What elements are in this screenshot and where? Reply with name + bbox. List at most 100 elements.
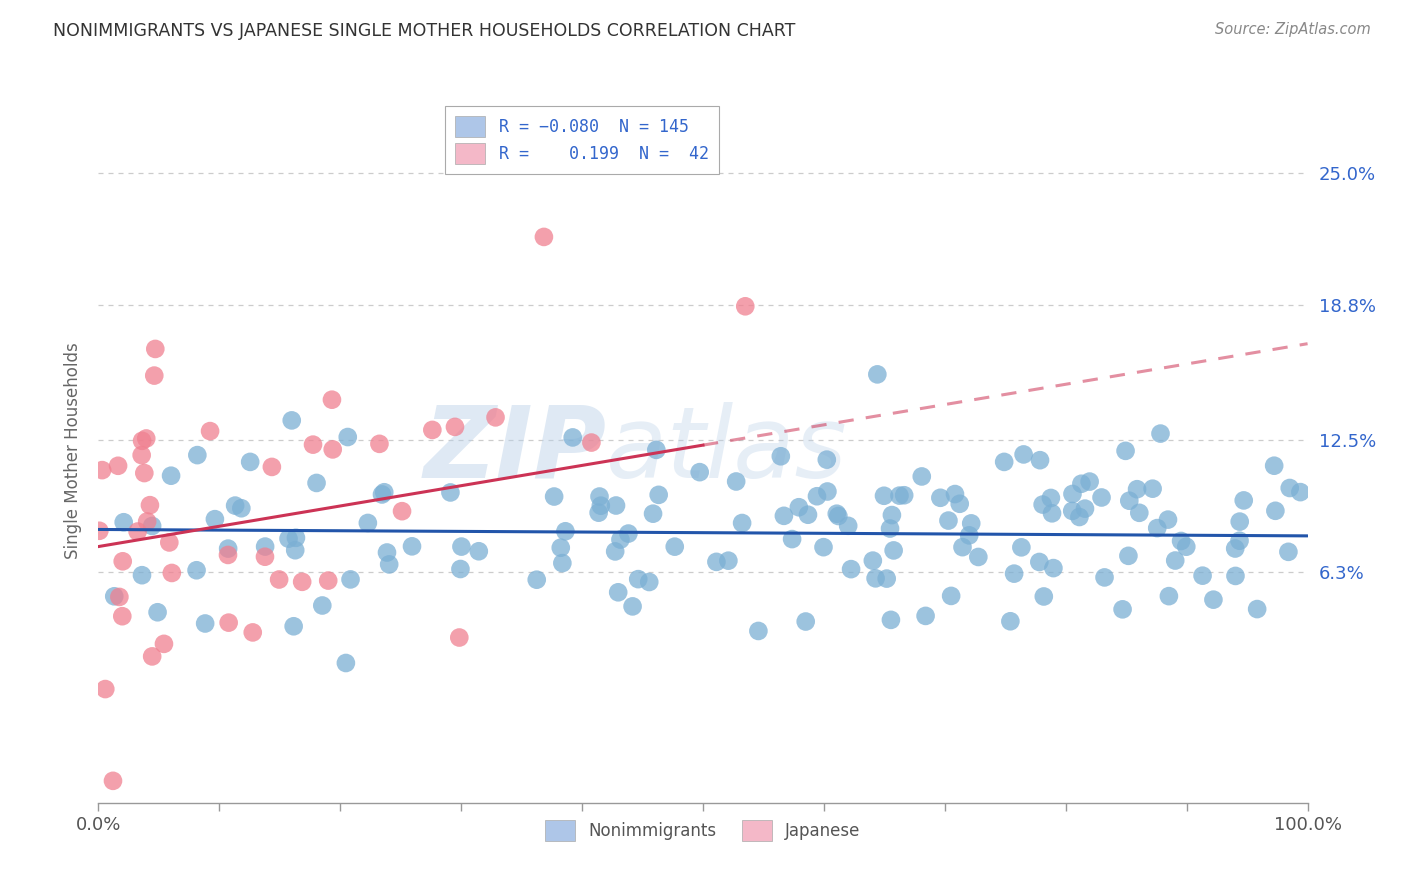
Point — [880, 613, 903, 627]
Point — [773, 508, 796, 523]
Point — [1191, 568, 1213, 582]
Point — [260, 459, 283, 474]
Point — [1264, 504, 1286, 518]
Point — [198, 424, 221, 438]
Point — [837, 518, 859, 533]
Point — [107, 458, 129, 473]
Point — [1263, 458, 1285, 473]
Point — [689, 465, 711, 479]
Point — [143, 368, 166, 383]
Point — [468, 544, 491, 558]
Point — [1115, 443, 1137, 458]
Point — [302, 437, 325, 451]
Point — [1118, 549, 1140, 563]
Point — [283, 619, 305, 633]
Point — [806, 489, 828, 503]
Point — [391, 504, 413, 518]
Point — [617, 526, 640, 541]
Point — [938, 514, 960, 528]
Point — [322, 442, 344, 457]
Point — [949, 497, 972, 511]
Point — [375, 545, 398, 559]
Point — [157, 535, 180, 549]
Point — [588, 490, 610, 504]
Point — [1094, 570, 1116, 584]
Point — [880, 508, 903, 522]
Point — [1246, 602, 1268, 616]
Point — [993, 455, 1015, 469]
Y-axis label: Single Mother Households: Single Mother Households — [63, 343, 82, 558]
Point — [725, 475, 748, 489]
Point — [876, 572, 898, 586]
Point — [1164, 553, 1187, 567]
Point — [780, 532, 803, 546]
Point — [1225, 541, 1247, 556]
Point — [1078, 475, 1101, 489]
Point — [269, 573, 291, 587]
Point — [186, 563, 208, 577]
Point — [204, 512, 226, 526]
Point — [111, 554, 134, 568]
Point — [607, 585, 630, 599]
Point — [1278, 481, 1301, 495]
Point — [1032, 590, 1054, 604]
Point — [554, 524, 576, 539]
Point — [1225, 569, 1247, 583]
Point — [1175, 540, 1198, 554]
Point — [1040, 506, 1063, 520]
Point — [242, 625, 264, 640]
Point — [339, 573, 361, 587]
Point — [543, 490, 565, 504]
Point — [371, 487, 394, 501]
Point — [911, 469, 934, 483]
Point — [621, 599, 644, 614]
Point — [1029, 453, 1052, 467]
Point — [239, 455, 262, 469]
Point — [1012, 447, 1035, 461]
Point — [638, 574, 661, 589]
Point — [108, 590, 131, 604]
Point — [291, 574, 314, 589]
Point — [627, 572, 650, 586]
Point — [139, 498, 162, 512]
Point — [1070, 476, 1092, 491]
Point — [1233, 493, 1256, 508]
Point — [952, 540, 974, 554]
Point — [217, 548, 239, 562]
Point — [747, 624, 769, 638]
Point — [373, 485, 395, 500]
Point — [813, 540, 835, 554]
Point — [134, 466, 156, 480]
Point — [815, 484, 838, 499]
Point — [131, 434, 153, 448]
Point — [321, 392, 343, 407]
Point — [1157, 589, 1180, 603]
Point — [647, 488, 669, 502]
Point — [1118, 493, 1140, 508]
Point — [960, 516, 983, 531]
Point — [231, 501, 253, 516]
Point — [605, 544, 627, 558]
Point — [194, 616, 217, 631]
Point — [939, 589, 962, 603]
Point — [103, 589, 125, 603]
Point — [224, 499, 246, 513]
Point — [717, 554, 740, 568]
Text: NONIMMIGRANTS VS JAPANESE SINGLE MOTHER HOUSEHOLDS CORRELATION CHART: NONIMMIGRANTS VS JAPANESE SINGLE MOTHER … — [53, 22, 796, 40]
Point — [484, 410, 506, 425]
Point — [89, 524, 111, 538]
Point — [1149, 426, 1171, 441]
Point — [378, 558, 401, 572]
Point — [280, 413, 302, 427]
Point — [1157, 513, 1180, 527]
Point — [1202, 592, 1225, 607]
Point — [706, 555, 728, 569]
Point — [357, 516, 380, 530]
Point — [1074, 501, 1097, 516]
Point — [284, 531, 307, 545]
Point — [449, 631, 471, 645]
Point — [311, 599, 333, 613]
Point — [825, 507, 848, 521]
Point — [1229, 515, 1251, 529]
Point — [277, 532, 299, 546]
